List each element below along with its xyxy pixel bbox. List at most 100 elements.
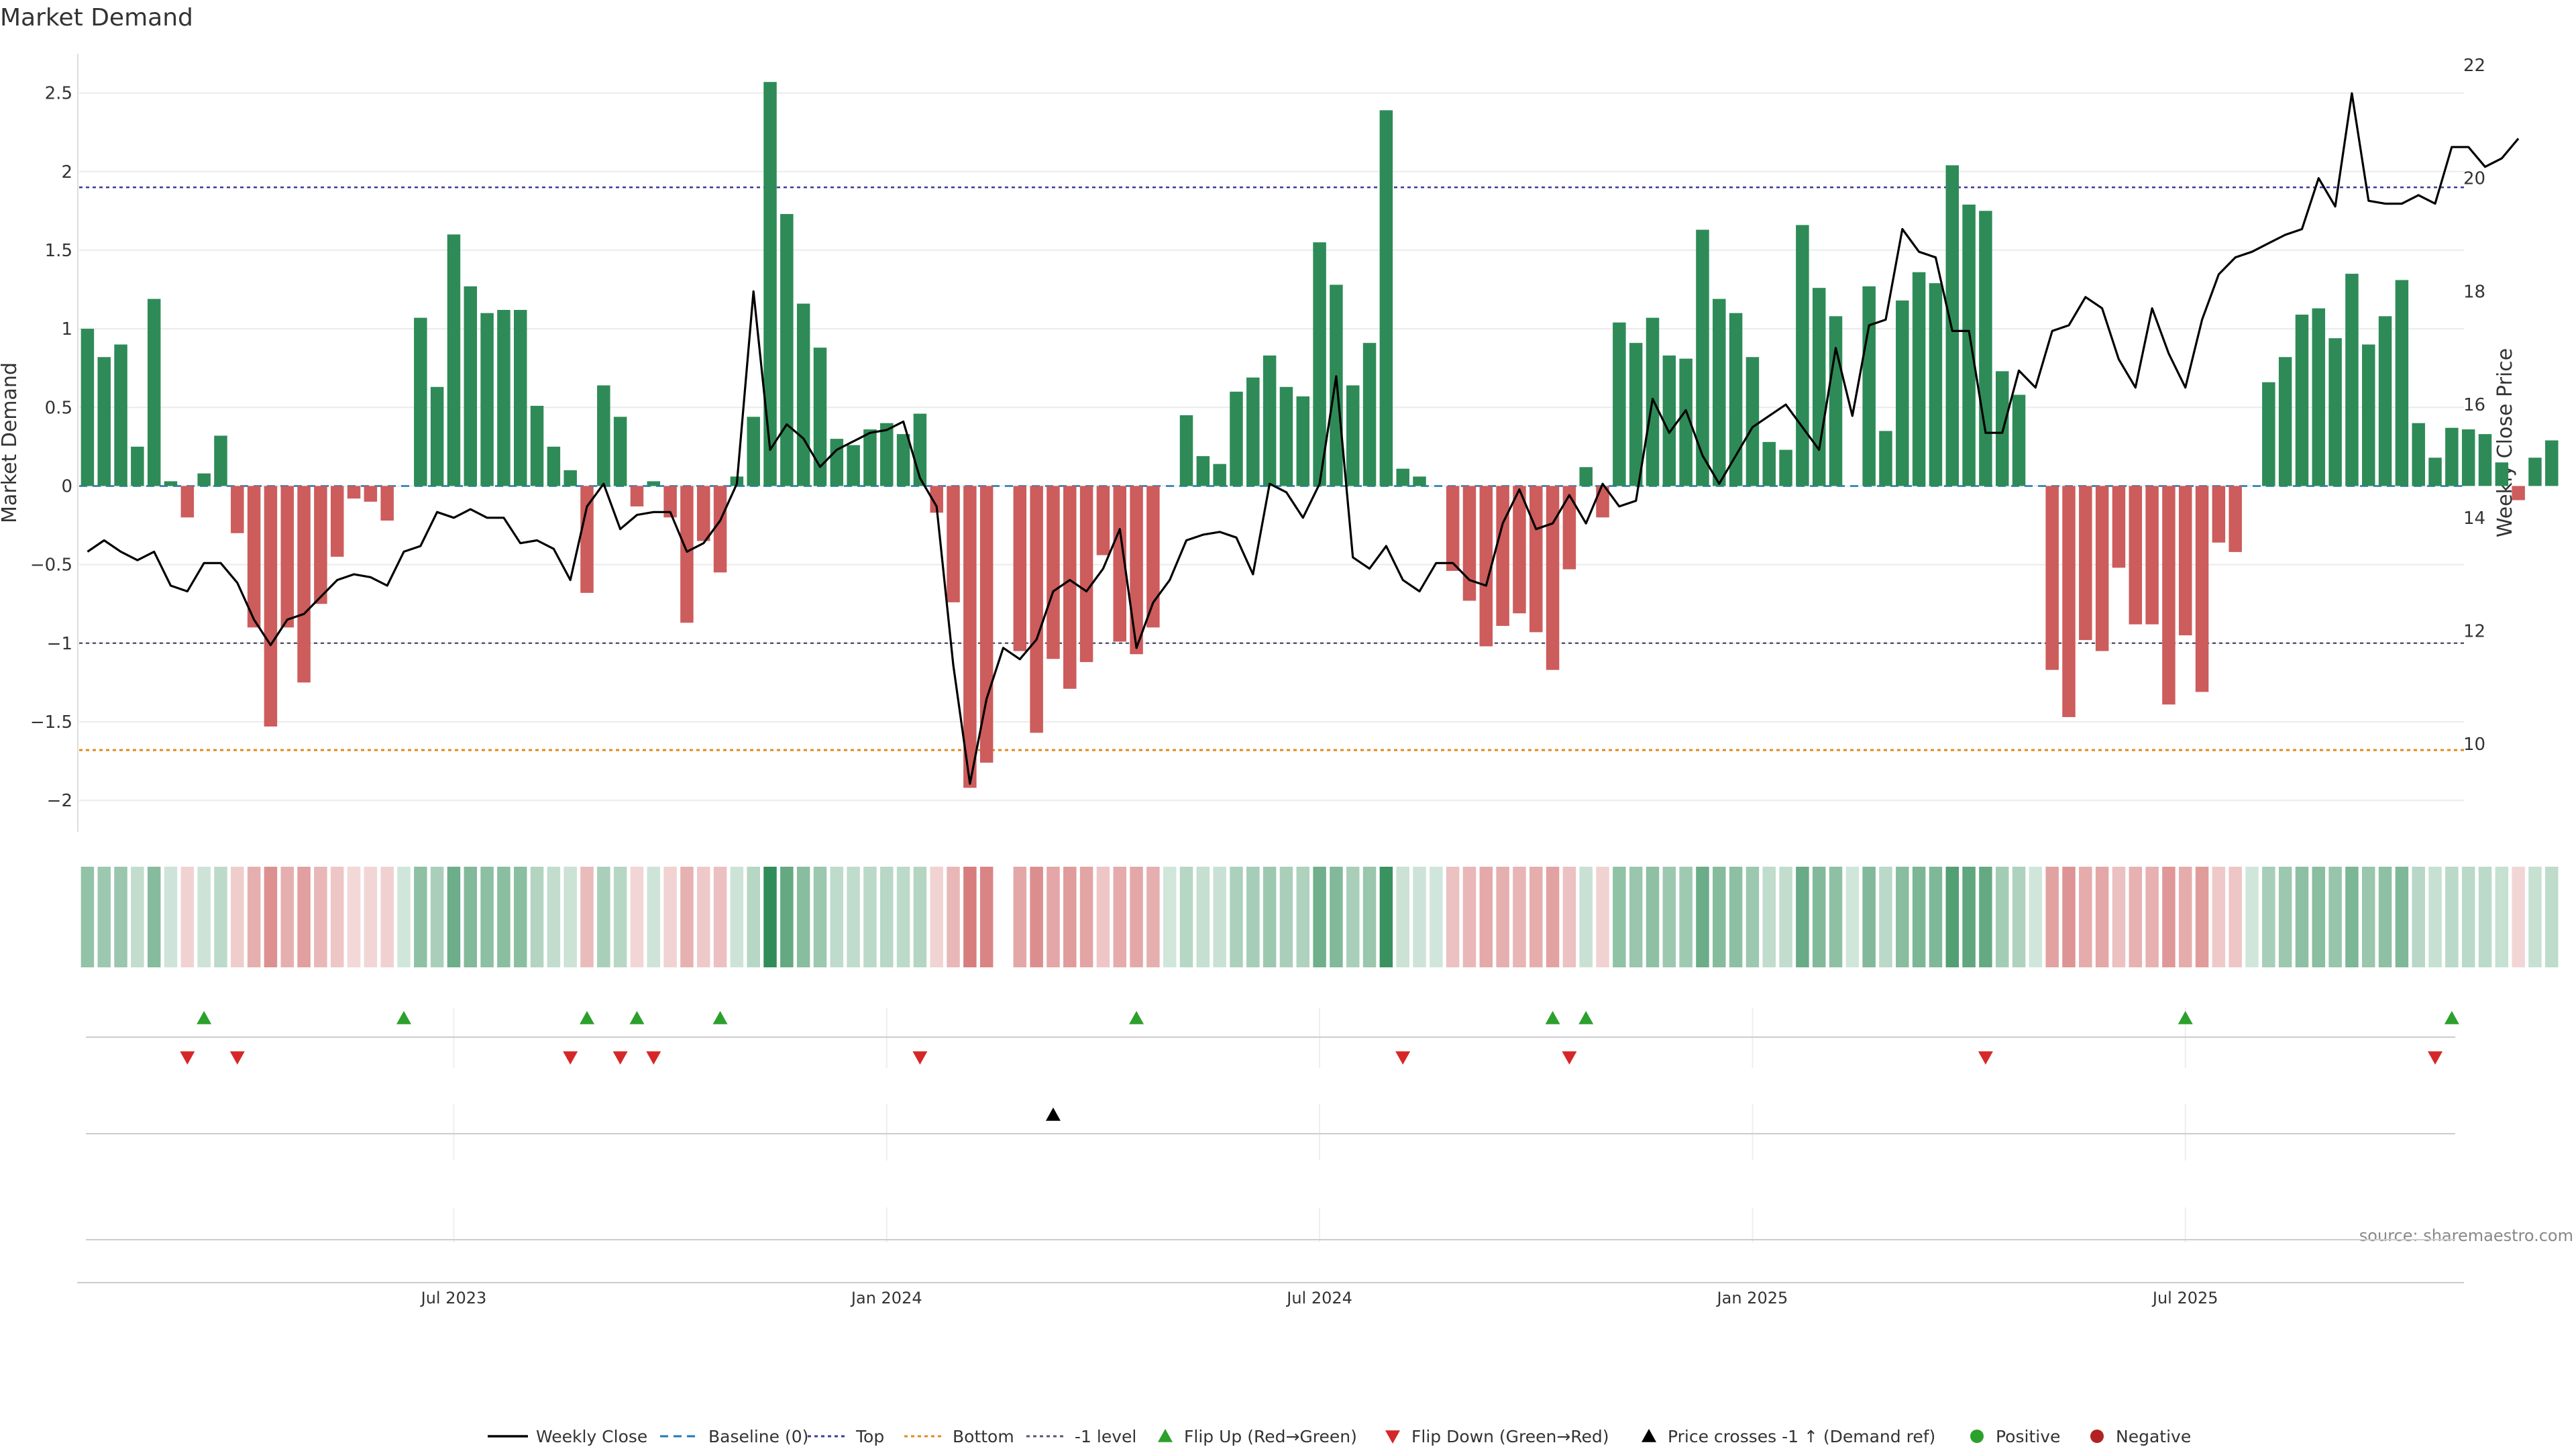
positive-demand-bar	[1729, 313, 1743, 486]
positive-demand-bar	[1613, 322, 1626, 486]
heat-cell	[813, 867, 827, 967]
y2-tick-label: 16	[2463, 395, 2485, 415]
positive-demand-bar	[1896, 300, 1909, 486]
negative-demand-bar	[2095, 486, 2109, 651]
heat-cell	[264, 867, 278, 967]
legend-swatch-flip-down	[1385, 1430, 1400, 1444]
positive-demand-bar	[1196, 455, 1210, 486]
price-cross-marker	[1045, 1108, 1061, 1121]
negative-demand-bar	[2229, 486, 2242, 552]
positive-demand-bar	[530, 405, 544, 486]
heat-cell	[2245, 867, 2259, 967]
negative-demand-bar	[2062, 486, 2076, 717]
negative-demand-bar	[2212, 486, 2226, 543]
positive-demand-bar	[430, 386, 444, 486]
positive-demand-bar	[2478, 434, 2492, 486]
negative-demand-bar	[1462, 486, 1477, 601]
positive-demand-bar	[863, 429, 877, 486]
positive-demand-bar	[2545, 440, 2559, 486]
heat-cell	[663, 867, 677, 967]
positive-demand-bar	[597, 385, 610, 486]
heat-cell	[680, 867, 694, 967]
heat-cell	[80, 867, 95, 967]
heat-cell	[796, 867, 810, 967]
heat-cell	[930, 867, 943, 967]
legend-label: Top	[855, 1427, 884, 1446]
heat-cell	[1146, 867, 1160, 967]
heat-cell	[530, 867, 544, 967]
heat-cell	[1912, 867, 1926, 967]
positive-demand-bar	[830, 439, 844, 486]
heat-cell	[763, 867, 777, 967]
negative-demand-bar	[314, 486, 327, 604]
y-tick-label: 0	[61, 476, 72, 496]
negative-demand-bar	[2079, 486, 2092, 641]
heat-cell	[1396, 867, 1409, 967]
heat-cell	[1446, 867, 1460, 967]
negative-demand-bar	[2129, 486, 2143, 625]
negative-demand-bar	[247, 486, 261, 628]
legend-swatch-positive	[1970, 1430, 1984, 1443]
axis-ticks: −2 −1.5 −1 −0.5 0 0.5 1 1.5 2 2.5 10 12 14 16 18 20 22 Ju…	[30, 56, 2485, 1307]
positive-demand-bar	[1879, 431, 1892, 486]
positive-demand-bar	[1230, 391, 1243, 486]
heat-cell	[1030, 867, 1043, 967]
positive-demand-bar	[2328, 338, 2342, 486]
heat-cell	[2312, 867, 2326, 967]
positive-demand-bar	[97, 357, 111, 486]
heat-cell	[147, 867, 161, 967]
heat-cell	[1829, 867, 1843, 967]
heat-cell	[2295, 867, 2309, 967]
heat-cell	[2461, 867, 2475, 967]
event-markers	[180, 1011, 2459, 1121]
heat-cell	[1845, 867, 1860, 967]
y-tick-label: 1.5	[45, 241, 72, 261]
positive-demand-bar	[2395, 280, 2409, 486]
positive-demand-bar	[564, 470, 577, 486]
negative-demand-bar	[264, 486, 278, 727]
positive-demand-bar	[2495, 462, 2509, 486]
heat-cell	[513, 867, 527, 967]
positive-demand-bar	[2412, 423, 2425, 486]
heat-cell	[1279, 867, 1293, 967]
heat-cell	[597, 867, 610, 967]
heat-cell	[414, 867, 427, 967]
negative-demand-bar	[2195, 486, 2209, 692]
heat-cell	[1362, 867, 1377, 967]
positive-demand-bar	[796, 303, 810, 486]
heat-cell	[1546, 867, 1560, 967]
legend-label: Weekly Close	[536, 1427, 647, 1446]
heat-cell	[713, 867, 727, 967]
y2-tick-label: 20	[2463, 169, 2485, 189]
negative-demand-bar	[2112, 486, 2126, 568]
chart-title: Market Demand	[0, 4, 193, 32]
heat-cell	[2229, 867, 2242, 967]
negative-demand-bar	[1113, 486, 1126, 642]
negative-demand-bar	[1030, 486, 1043, 733]
x-tick-label: Jul 2023	[420, 1289, 487, 1307]
negative-demand-bar	[963, 486, 977, 788]
heat-cell	[397, 867, 411, 967]
x-tick-label: Jan 2025	[1716, 1289, 1788, 1307]
flip-up-marker	[396, 1011, 411, 1024]
negative-demand-bar	[380, 486, 394, 521]
positive-demand-bar	[197, 473, 211, 486]
positive-demand-bar	[1962, 204, 1976, 486]
legend-swatch-negative	[2090, 1430, 2104, 1443]
positive-demand-bar	[896, 434, 910, 486]
positive-demand-bar	[1313, 242, 1326, 486]
negative-demand-bar	[2512, 486, 2525, 500]
positive-demand-bar	[1263, 355, 1277, 486]
heat-cell	[1230, 867, 1243, 967]
heat-cell	[1346, 867, 1360, 967]
heat-cell	[2528, 867, 2542, 967]
heat-cell	[2145, 867, 2159, 967]
flip-up-marker	[580, 1011, 595, 1024]
flip-up-marker	[197, 1011, 212, 1024]
heat-cell	[1079, 867, 1093, 967]
negative-demand-bar	[697, 486, 710, 541]
positive-demand-bar	[1629, 343, 1643, 486]
positive-demand-bar	[1812, 288, 1826, 486]
y-tick-label: −1.5	[30, 712, 72, 733]
